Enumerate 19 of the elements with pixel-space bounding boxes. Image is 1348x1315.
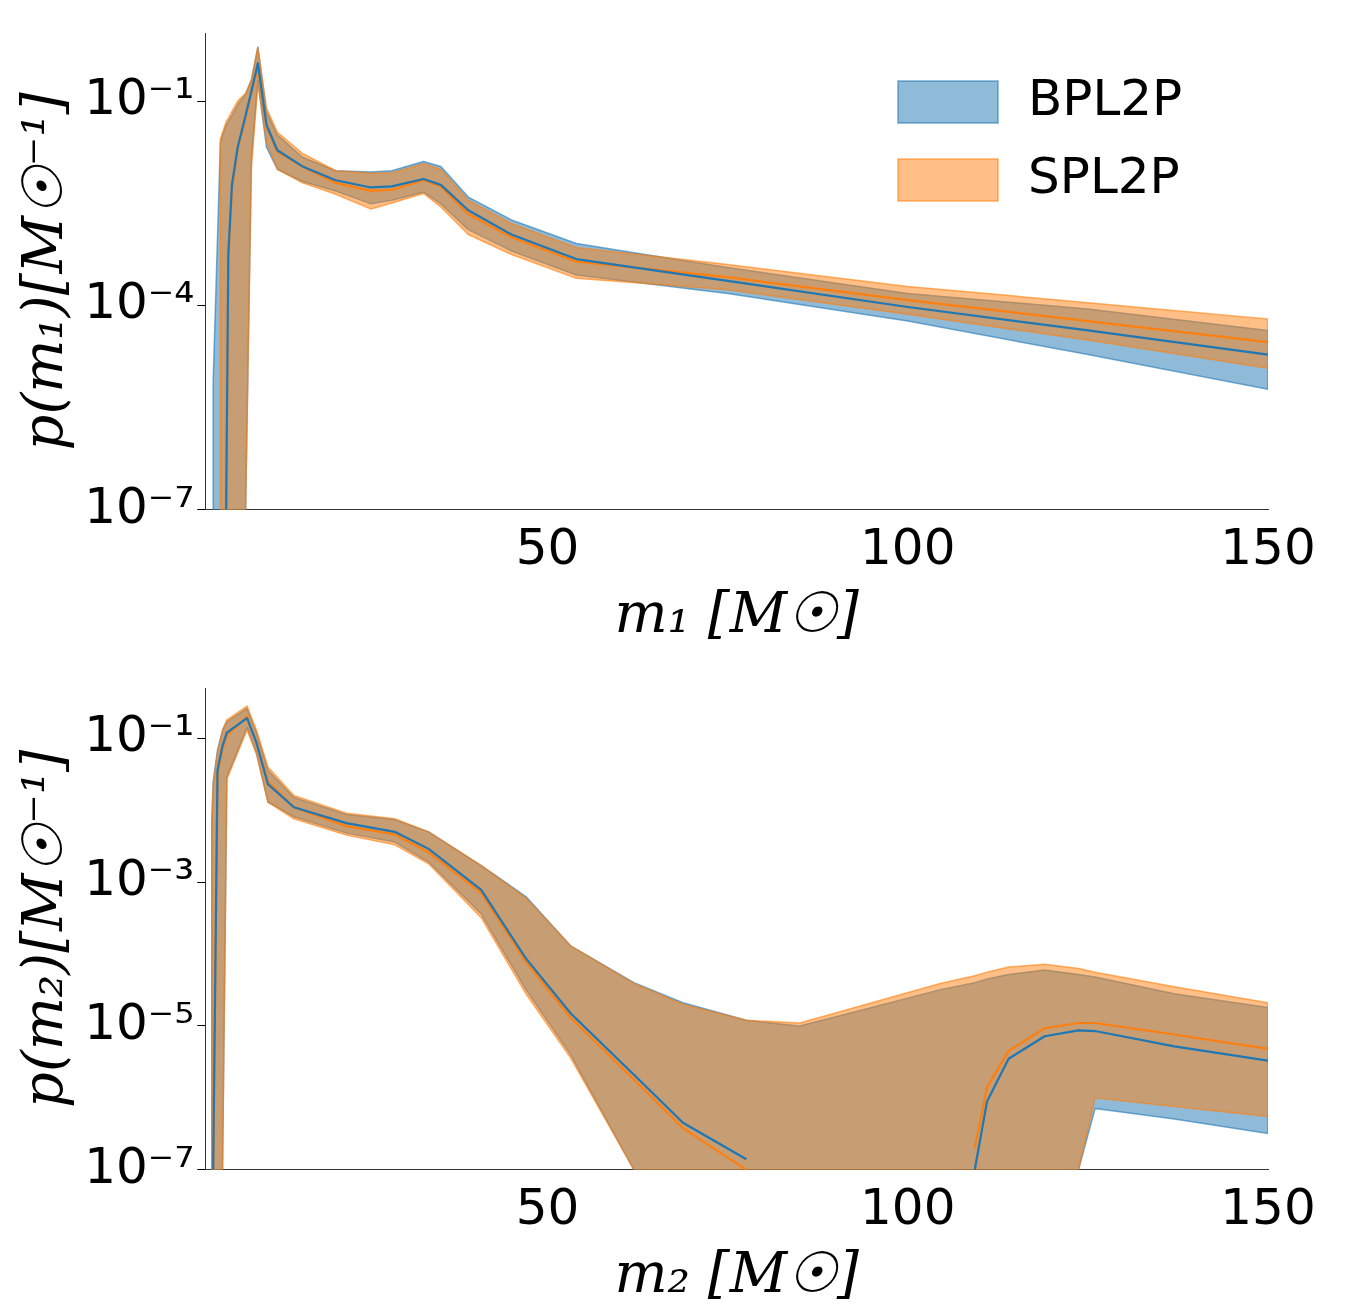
x-axis-title: m₂ [M☉] — [614, 1239, 859, 1305]
y-axis-title: p(m₂)[M☉⁻¹] — [10, 749, 76, 1108]
y-axis-title: p(m₁)[M☉⁻¹] — [10, 92, 76, 451]
y-tick-label: 10⁻⁵ — [84, 992, 195, 1051]
y-tick-label: 10⁻¹ — [84, 705, 195, 764]
x-tick-label: 50 — [515, 1177, 580, 1236]
x-tick-label: 100 — [860, 517, 956, 576]
y-tick-label: 10⁻¹ — [84, 68, 195, 127]
y-tick-label: 10⁻⁷ — [84, 1136, 195, 1195]
y-tick-label: 10⁻³ — [84, 849, 195, 908]
x-tick-label: 150 — [1220, 1177, 1316, 1236]
x-tick-label: 150 — [1220, 517, 1316, 576]
x-axis-title: m₁ [M☉] — [614, 579, 859, 645]
legend-label: BPL2P — [1028, 68, 1183, 127]
legend-label: SPL2P — [1028, 146, 1180, 205]
x-tick-label: 50 — [515, 517, 580, 576]
x-tick-label: 100 — [860, 1177, 956, 1236]
y-tick-label: 10⁻⁴ — [84, 272, 195, 331]
y-tick-label: 10⁻⁷ — [84, 476, 195, 535]
